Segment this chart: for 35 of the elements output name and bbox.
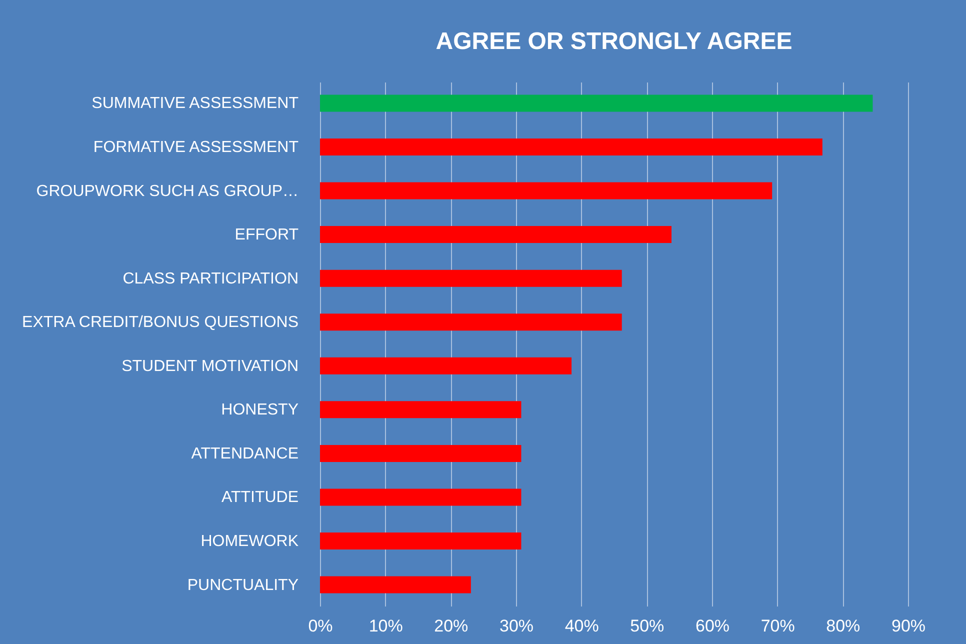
bar (320, 576, 471, 594)
x-tick-label: 0% (308, 616, 333, 636)
y-tick-label: SUMMATIVE ASSESSMENT (92, 95, 299, 112)
x-tick-label: 70% (760, 616, 795, 636)
bar (320, 94, 873, 112)
bar (320, 444, 522, 462)
y-tick-label: PUNCTUALITY (187, 576, 299, 594)
bar (320, 488, 522, 506)
y-tick-label: EFFORT (234, 226, 299, 244)
bar (320, 138, 822, 156)
x-tick-label: 20% (434, 616, 468, 636)
y-tick-label: EXTRA CREDIT/BONUS QUESTIONS (22, 314, 298, 332)
bar (320, 314, 622, 331)
bar (320, 357, 572, 374)
x-tick-label: 60% (695, 616, 730, 636)
bar (320, 226, 672, 244)
y-tick-label: STUDENT MOTIVATION (122, 358, 298, 375)
y-tick-label: HONESTY (221, 402, 299, 419)
x-tick-label: 50% (630, 616, 664, 636)
x-tick-label: 30% (499, 616, 534, 636)
y-tick-label: ATTITUDE (221, 489, 298, 506)
y-tick-label: FORMATIVE ASSESSMENT (93, 139, 299, 156)
x-tick-label: 10% (368, 616, 403, 636)
chart-title: AGREE OR STRONGLY AGREE (436, 28, 792, 55)
bar (320, 270, 622, 287)
bar (320, 401, 522, 418)
bar (320, 532, 522, 550)
y-tick-label: GROUPWORK SUCH AS GROUP… (36, 182, 298, 200)
bar (320, 182, 772, 200)
y-tick-label: HOMEWORK (200, 532, 299, 550)
x-tick-label: 80% (826, 616, 860, 636)
x-tick-label: 40% (564, 616, 599, 636)
x-tick-label: 90% (891, 616, 926, 636)
y-tick-label: ATTENDANCE (191, 445, 298, 462)
y-tick-label: CLASS PARTICIPATION (122, 270, 298, 288)
